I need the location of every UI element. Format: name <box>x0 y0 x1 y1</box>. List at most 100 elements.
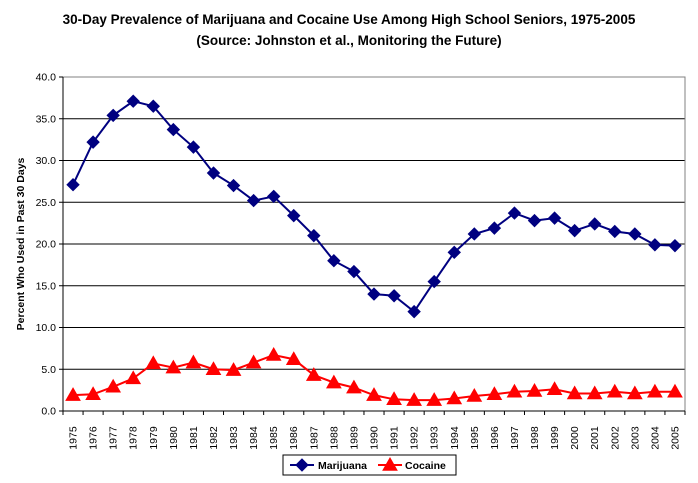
x-tick-label: 2000 <box>569 426 581 450</box>
marijuana-point <box>547 211 562 225</box>
x-tick-label: 1976 <box>88 426 100 450</box>
x-tick-label: 1985 <box>268 426 280 450</box>
x-tick-label: 1978 <box>128 426 140 450</box>
cocaine-point <box>446 390 463 405</box>
legend-box <box>282 454 457 476</box>
marijuana-point <box>467 227 482 241</box>
cocaine-point <box>265 347 282 361</box>
series-layer <box>65 94 683 406</box>
y-tick-label: 5.0 <box>41 364 56 376</box>
legend-cocaine-marker <box>382 456 398 471</box>
cocaine-point <box>65 387 81 401</box>
y-axis-label: Percent Who Used in Past 30 Days <box>15 157 27 330</box>
marijuana-point <box>327 253 341 268</box>
x-tick-label: 1990 <box>369 426 381 450</box>
cocaine-point <box>346 379 362 394</box>
cocaine-point <box>546 381 563 396</box>
chart-subtitle: (Source: Johnston et al., Monitoring the… <box>196 33 502 48</box>
cocaine-point <box>506 383 523 398</box>
chart-title: 30-Day Prevalence of Marijuana and Cocai… <box>62 12 636 27</box>
marijuana-point <box>447 245 461 260</box>
y-tick-label: 10.0 <box>36 322 57 334</box>
y-tick-label: 20.0 <box>36 239 57 251</box>
x-axis: 1975 1976 1977 1978 1979 1980 1981 1982 1983 1984… <box>62 77 686 450</box>
marijuana-point <box>487 221 502 235</box>
x-tick-label: 1991 <box>389 426 401 450</box>
cocaine-point <box>85 386 101 401</box>
x-tick-label: 1994 <box>449 426 461 450</box>
cocaine-point <box>225 362 242 376</box>
x-tick-label: 1979 <box>148 426 160 450</box>
x-tick-label: 1995 <box>469 426 481 450</box>
cocaine-point <box>105 378 122 393</box>
y-tick-label: 30.0 <box>36 155 57 167</box>
x-tick-label: 1997 <box>509 426 521 450</box>
x-tick-label: 1980 <box>168 426 180 450</box>
marijuana-point <box>206 166 221 180</box>
x-tick-label: 1989 <box>348 426 360 450</box>
cocaine-point <box>165 359 182 374</box>
x-tick-label: 1986 <box>288 426 300 450</box>
y-tick-label: 0.0 <box>41 406 56 418</box>
cocaine-point <box>667 383 683 398</box>
cocaine-point <box>426 392 443 406</box>
marijuana-point <box>648 238 662 252</box>
marijuana-point <box>126 94 140 108</box>
marijuana-point <box>66 178 80 192</box>
x-tick-label: 1999 <box>549 426 561 450</box>
legend-cocaine-label: Cocaine <box>405 460 446 472</box>
marijuana-point <box>166 122 181 137</box>
x-tick-label: 2004 <box>649 426 661 450</box>
marijuana-point <box>608 224 622 239</box>
cocaine-point <box>606 383 623 398</box>
x-tick-label: 1975 <box>68 426 80 450</box>
marijuana-point <box>407 304 421 319</box>
marijuana-point <box>567 223 582 238</box>
x-tick-label: 1992 <box>409 426 421 450</box>
marijuana-point <box>527 213 542 228</box>
marijuana-point <box>628 227 642 241</box>
marijuana-point <box>668 238 682 253</box>
marijuana-point <box>588 217 602 231</box>
marijuana-point <box>226 178 241 193</box>
cocaine-point <box>566 385 583 400</box>
x-tick-label: 2003 <box>629 426 641 450</box>
x-tick-label: 1977 <box>108 426 120 450</box>
y-tick-label: 35.0 <box>36 113 57 125</box>
x-tick-label: 1987 <box>308 426 320 450</box>
marijuana-point <box>266 189 281 204</box>
legend-marijuana-marker <box>295 458 309 472</box>
cocaine-point <box>386 391 402 406</box>
series-marijuana <box>66 94 682 319</box>
cocaine-point <box>205 361 222 375</box>
marijuana-point <box>307 228 321 243</box>
cocaine-point <box>406 392 422 406</box>
marijuana-point <box>186 140 201 154</box>
marijuana-point <box>106 108 120 123</box>
x-tick-label: 2002 <box>609 426 621 450</box>
grid-lines <box>63 118 685 370</box>
marijuana-point <box>427 274 441 289</box>
legend-marijuana-label: Marijuana <box>318 460 367 472</box>
x-tick-label: 1983 <box>228 426 240 450</box>
cocaine-point <box>626 385 643 400</box>
x-tick-label: 1981 <box>188 426 200 450</box>
y-tick-label: 15.0 <box>36 280 57 292</box>
y-axis: 0.0 5.0 10.0 15.0 20.0 25.0 30.0 35.0 40.0 <box>36 72 63 418</box>
cocaine-point <box>526 382 543 397</box>
cocaine-point <box>245 354 262 369</box>
series-cocaine <box>65 347 683 406</box>
cocaine-point <box>586 385 603 400</box>
cocaine-point <box>145 355 162 370</box>
legend: Marijuana Cocaine <box>282 454 457 476</box>
x-tick-label: 1993 <box>429 426 441 450</box>
x-tick-label: 1996 <box>489 426 501 450</box>
x-tick-label: 1984 <box>248 426 260 450</box>
marijuana-point <box>347 264 361 279</box>
marijuana-point <box>287 208 301 223</box>
x-tick-label: 2005 <box>669 426 681 450</box>
marijuana-point <box>146 99 160 113</box>
marijuana-point <box>367 287 381 301</box>
y-tick-label: 25.0 <box>36 197 57 209</box>
